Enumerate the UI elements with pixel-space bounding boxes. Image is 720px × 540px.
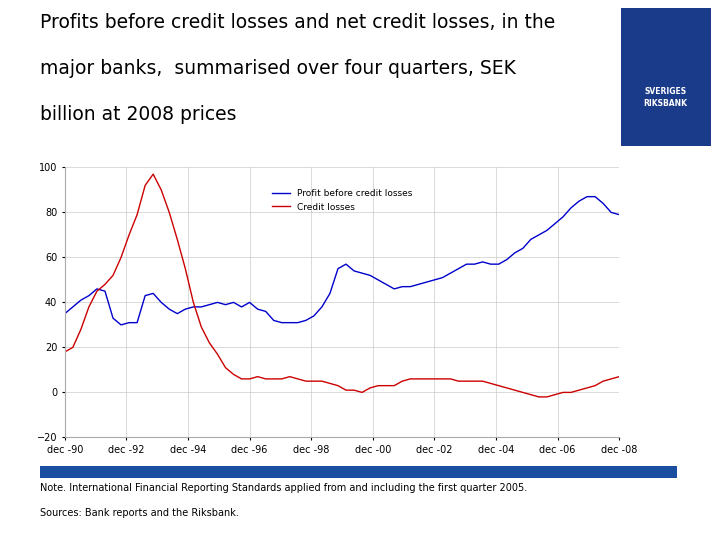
- Text: major banks,  summarised over four quarters, SEK: major banks, summarised over four quarte…: [40, 59, 516, 78]
- Text: billion at 2008 prices: billion at 2008 prices: [40, 105, 236, 124]
- Legend: Profit before credit losses, Credit losses: Profit before credit losses, Credit loss…: [268, 185, 416, 215]
- Text: Note. International Financial Reporting Standards applied from and including the: Note. International Financial Reporting …: [40, 483, 527, 494]
- Text: SVERIGES
RIKSBANK: SVERIGES RIKSBANK: [644, 87, 688, 109]
- Text: Profits before credit losses and net credit losses, in the: Profits before credit losses and net cre…: [40, 14, 555, 32]
- Text: Sources: Bank reports and the Riksbank.: Sources: Bank reports and the Riksbank.: [40, 508, 238, 518]
